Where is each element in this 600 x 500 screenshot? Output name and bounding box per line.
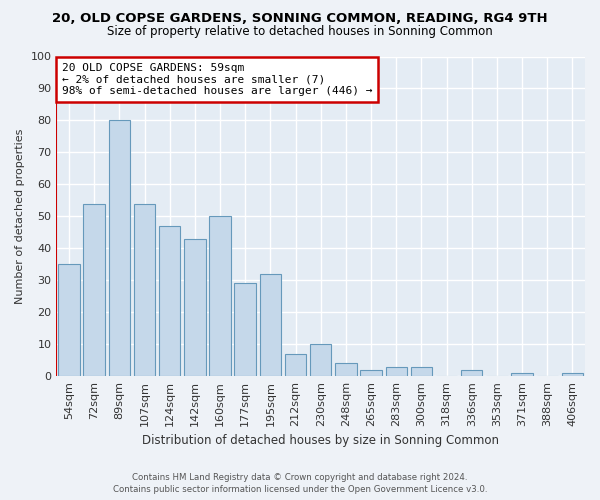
Bar xyxy=(310,344,331,376)
Bar xyxy=(461,370,482,376)
Text: Contains HM Land Registry data © Crown copyright and database right 2024.
Contai: Contains HM Land Registry data © Crown c… xyxy=(113,472,487,494)
Text: 20, OLD COPSE GARDENS, SONNING COMMON, READING, RG4 9TH: 20, OLD COPSE GARDENS, SONNING COMMON, R… xyxy=(52,12,548,26)
Bar xyxy=(562,373,583,376)
Bar xyxy=(83,204,105,376)
Bar xyxy=(285,354,306,376)
Bar xyxy=(410,366,432,376)
Bar xyxy=(386,366,407,376)
Bar xyxy=(109,120,130,376)
Bar xyxy=(260,274,281,376)
Bar xyxy=(361,370,382,376)
Bar xyxy=(209,216,231,376)
Bar xyxy=(58,264,80,376)
Bar xyxy=(159,226,181,376)
X-axis label: Distribution of detached houses by size in Sonning Common: Distribution of detached houses by size … xyxy=(142,434,499,448)
Text: Size of property relative to detached houses in Sonning Common: Size of property relative to detached ho… xyxy=(107,25,493,38)
Y-axis label: Number of detached properties: Number of detached properties xyxy=(15,128,25,304)
Text: 20 OLD COPSE GARDENS: 59sqm
← 2% of detached houses are smaller (7)
98% of semi-: 20 OLD COPSE GARDENS: 59sqm ← 2% of deta… xyxy=(62,63,372,96)
Bar xyxy=(134,204,155,376)
Bar xyxy=(184,238,206,376)
Bar xyxy=(235,284,256,376)
Bar xyxy=(335,364,356,376)
Bar xyxy=(511,373,533,376)
